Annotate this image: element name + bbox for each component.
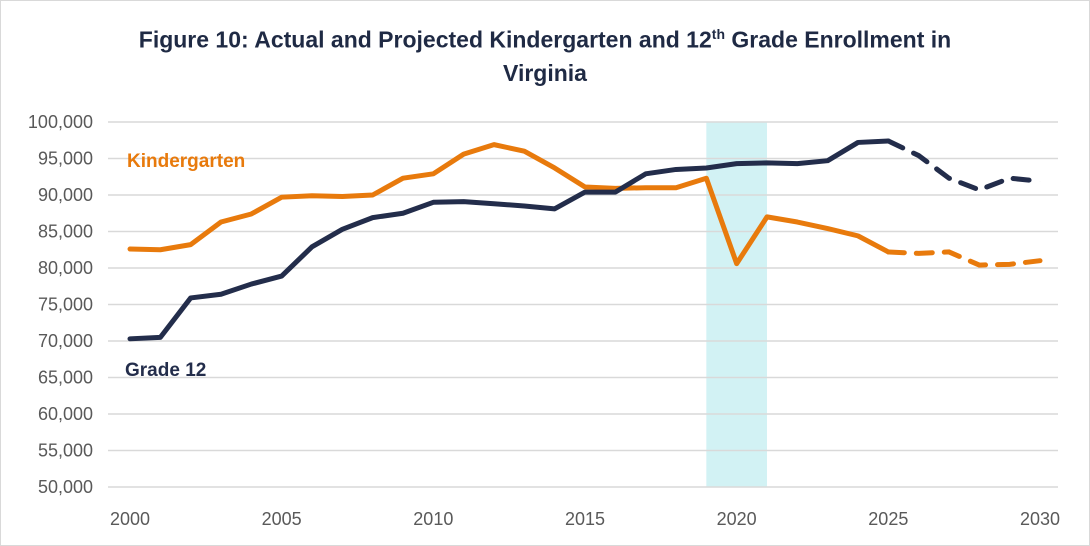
grade-12-actual-line xyxy=(127,138,891,342)
y-tick-label: 65,000 xyxy=(38,368,93,388)
y-tick-label: 85,000 xyxy=(38,222,93,242)
y-tick-label: 80,000 xyxy=(38,258,93,278)
y-tick-label: 55,000 xyxy=(38,441,93,461)
x-tick-label: 2025 xyxy=(868,509,908,529)
kindergarten-actual-line xyxy=(127,142,891,267)
series-label-kindergarten: Kindergarten xyxy=(127,151,245,172)
y-tick-label: 60,000 xyxy=(38,404,93,424)
title-text-end: Grade Enrollment in Virginia xyxy=(503,26,952,86)
y-tick-label: 50,000 xyxy=(38,477,93,497)
y-tick-label: 95,000 xyxy=(38,149,93,169)
x-tick-label: 2020 xyxy=(717,509,757,529)
title-text: Figure 10: Actual and Projected Kinderga… xyxy=(138,26,712,53)
y-tick-label: 70,000 xyxy=(38,331,93,351)
chart-title: Figure 10: Actual and Projected Kinderga… xyxy=(100,18,990,90)
x-tick-label: 2030 xyxy=(1020,509,1060,529)
series-label-grade-12: Grade 12 xyxy=(125,360,206,381)
x-tick-label: 2005 xyxy=(262,509,302,529)
kindergarten-projected-line xyxy=(885,249,1043,268)
y-tick-label: 75,000 xyxy=(38,295,93,315)
y-tick-label: 90,000 xyxy=(38,185,93,205)
grade-12-projected-line xyxy=(885,138,1043,193)
x-tick-label: 2010 xyxy=(413,509,453,529)
x-tick-label: 2000 xyxy=(110,509,150,529)
x-tick-label: 2015 xyxy=(565,509,605,529)
y-tick-label: 100,000 xyxy=(28,112,93,132)
title-superscript: th xyxy=(711,26,725,42)
